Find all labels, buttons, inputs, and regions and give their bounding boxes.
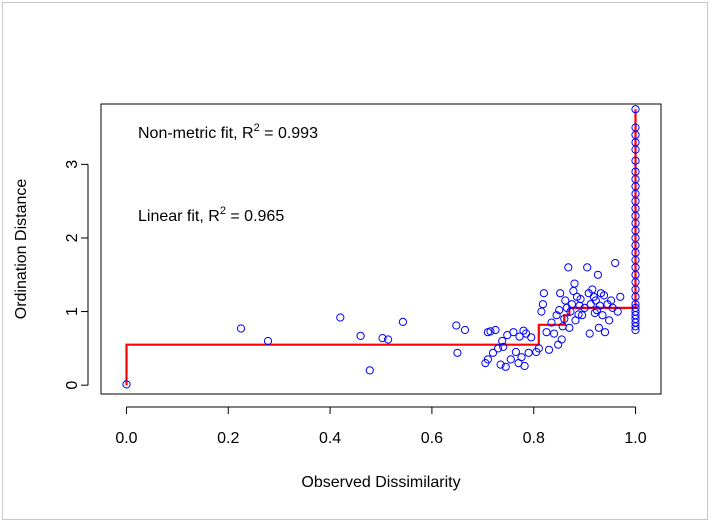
data-point <box>631 303 640 312</box>
x-tick-label: 0.8 <box>523 430 545 447</box>
data-point <box>550 329 559 338</box>
data-point <box>552 311 561 320</box>
data-point <box>378 334 387 343</box>
data-point <box>555 306 564 315</box>
data-point <box>509 328 518 337</box>
x-axis: 0.0 0.2 0.4 0.6 0.8 1.0 <box>115 406 647 447</box>
x-tick-label: 0.0 <box>115 430 137 447</box>
data-point <box>595 301 605 310</box>
data-point <box>556 289 565 298</box>
data-point <box>631 156 640 165</box>
data-point <box>567 300 577 309</box>
data-point <box>631 167 640 176</box>
data-point <box>538 300 548 309</box>
data-point <box>580 303 589 312</box>
data-point <box>539 289 549 298</box>
data-point <box>600 328 610 337</box>
data-point <box>598 311 607 320</box>
x-tick-label: 0.4 <box>319 430 341 447</box>
data-point <box>591 296 600 305</box>
data-point <box>585 329 594 338</box>
data-point <box>611 258 620 268</box>
data-point <box>494 344 503 353</box>
data-point <box>631 123 640 132</box>
y-tick-label: 1 <box>64 307 81 316</box>
data-point <box>560 314 569 323</box>
step-fit-line <box>125 109 637 386</box>
data-point <box>452 321 461 330</box>
data-point <box>460 325 470 335</box>
data-point <box>511 347 521 357</box>
annotation-nonmetric-fit: Non-metric fit, R2 = 0.993 <box>138 122 318 142</box>
data-point <box>564 263 573 272</box>
annotation-linear-fit: Linear fit, R2 = 0.965 <box>138 205 284 225</box>
y-tick-label: 2 <box>64 233 81 242</box>
data-point <box>488 348 498 357</box>
data-point <box>501 362 510 371</box>
data-point <box>605 316 614 325</box>
data-point <box>365 366 374 375</box>
data-point <box>515 332 524 341</box>
data-point <box>544 345 554 354</box>
data-point <box>613 307 622 316</box>
data-point <box>570 279 579 288</box>
data-point <box>616 292 625 301</box>
data-point <box>561 296 570 305</box>
data-point <box>486 327 495 336</box>
data-point <box>483 355 492 364</box>
data-point <box>594 323 604 332</box>
points-layer <box>122 105 640 389</box>
data-point <box>542 328 551 337</box>
data-point <box>534 344 543 353</box>
data-point <box>498 336 507 346</box>
data-point <box>506 355 515 364</box>
data-point <box>578 311 587 320</box>
data-point <box>631 105 640 114</box>
data-point <box>565 323 574 332</box>
data-point <box>499 342 508 351</box>
data-point <box>557 335 566 344</box>
data-point <box>520 361 529 371</box>
x-tick-label: 1.0 <box>624 430 646 447</box>
data-point <box>122 380 131 389</box>
data-point <box>554 340 563 349</box>
x-tick-label: 0.2 <box>217 430 239 447</box>
data-point <box>384 335 393 344</box>
step-line-layer <box>125 109 637 386</box>
data-point <box>583 263 592 272</box>
data-point <box>547 318 556 327</box>
data-point <box>599 291 609 300</box>
x-axis-label: Observed Dissimilarity <box>301 474 460 491</box>
plot-area-border <box>100 103 662 395</box>
data-point <box>586 300 595 309</box>
data-point <box>517 353 526 362</box>
data-point <box>574 310 583 319</box>
data-point <box>576 295 585 304</box>
data-point <box>336 313 345 322</box>
data-point <box>527 333 536 342</box>
data-point <box>263 336 273 346</box>
y-tick-label: 3 <box>64 160 81 169</box>
data-point <box>592 306 602 315</box>
y-axis-label: Ordination Distance <box>13 179 30 320</box>
data-point <box>453 348 462 357</box>
data-point <box>491 325 500 335</box>
data-point <box>524 348 533 357</box>
x-tick-label: 0.6 <box>421 430 443 447</box>
data-point <box>496 360 505 369</box>
data-point <box>236 324 246 333</box>
data-point <box>537 307 546 316</box>
data-point <box>398 317 407 326</box>
y-tick-label: 0 <box>64 381 81 390</box>
y-axis: 0 1 2 3 <box>64 160 89 390</box>
data-point <box>356 331 365 340</box>
data-point <box>519 326 528 335</box>
data-point <box>593 270 603 279</box>
